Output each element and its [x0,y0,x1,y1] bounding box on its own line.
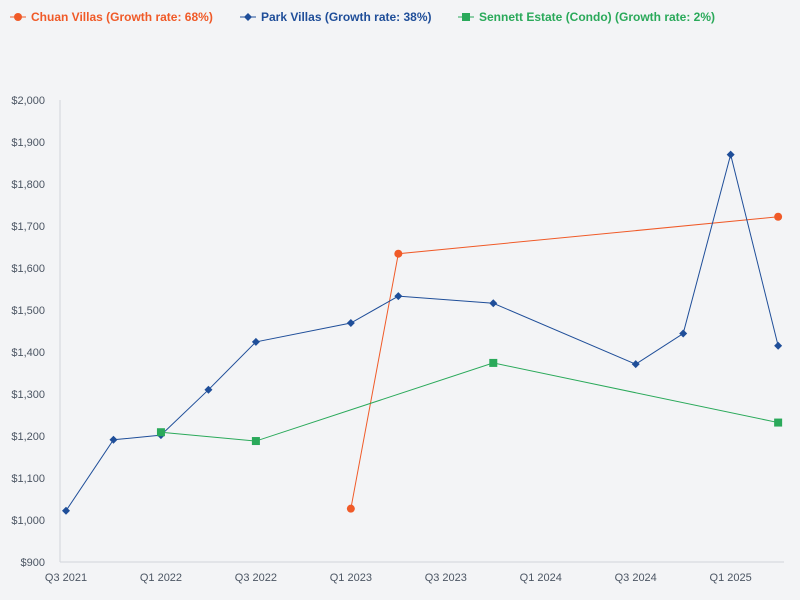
data-point [346,319,355,328]
legend-label: Sennett Estate (Condo) (Growth rate: 2%) [479,10,715,24]
data-point [251,437,260,446]
y-tick-label: $2,000 [11,95,45,107]
series-layer [62,150,783,515]
legend-item[interactable]: Chuan Villas (Growth rate: 68%) [10,10,213,24]
series-1 [62,150,783,515]
data-point [346,504,355,513]
y-axis: $900 $1,000 $1,100 $1,200 $1,300 $1,400 $1,500… [11,95,61,569]
series-line [65,154,779,512]
data-point [62,506,70,515]
legend-item[interactable]: Park Villas (Growth rate: 38%) [240,10,432,24]
series-line [350,216,779,509]
data-point [156,428,165,437]
x-tick-label: Q1 2022 [140,572,182,584]
y-tick-label: $1,100 [11,473,45,485]
data-point [774,212,783,221]
legend-label: Park Villas (Growth rate: 38%) [261,10,432,24]
y-tick-label: $1,600 [11,263,45,275]
x-tick-label: Q3 2022 [235,572,277,584]
y-tick-label: $1,000 [11,515,45,527]
x-tick-label: Q3 2021 [45,572,87,584]
data-point [679,329,688,338]
data-point [394,249,403,258]
series-2 [156,358,783,446]
data-point [774,341,783,350]
legend-marker-icon [462,13,470,21]
legend-item[interactable]: Sennett Estate (Condo) (Growth rate: 2%) [458,10,715,24]
data-point [489,358,498,367]
legend-marker-icon [244,13,252,21]
series-0 [346,212,783,513]
y-tick-label: $1,300 [11,389,45,401]
data-point [726,150,735,159]
series-line [160,362,779,442]
x-tick-label: Q1 2024 [520,572,562,584]
legend-label: Chuan Villas (Growth rate: 68%) [31,10,213,24]
x-axis: Q3 2021 Q1 2022 Q3 2022 Q1 2023 Q3 2023 Q1 20… [45,561,784,584]
y-tick-label: $1,800 [11,179,45,191]
y-tick-label: $1,700 [11,221,45,233]
x-tick-label: Q3 2024 [615,572,657,584]
y-tick-label: $900 [21,557,45,569]
data-point [489,299,498,308]
data-point [251,337,260,346]
x-tick-label: Q1 2023 [330,572,372,584]
y-tick-label: $1,400 [11,347,45,359]
data-point [631,360,640,369]
legend: Chuan Villas (Growth rate: 68%) Park Vill… [10,10,715,24]
x-tick-label: Q3 2023 [425,572,467,584]
y-tick-label: $1,500 [11,305,45,317]
y-tick-label: $1,900 [11,137,45,149]
data-point [774,418,783,427]
data-point [109,435,118,444]
data-point [204,385,213,394]
y-tick-label: $1,200 [11,431,45,443]
legend-marker-icon [14,13,22,21]
x-tick-label: Q1 2025 [710,572,752,584]
data-point [394,292,403,301]
